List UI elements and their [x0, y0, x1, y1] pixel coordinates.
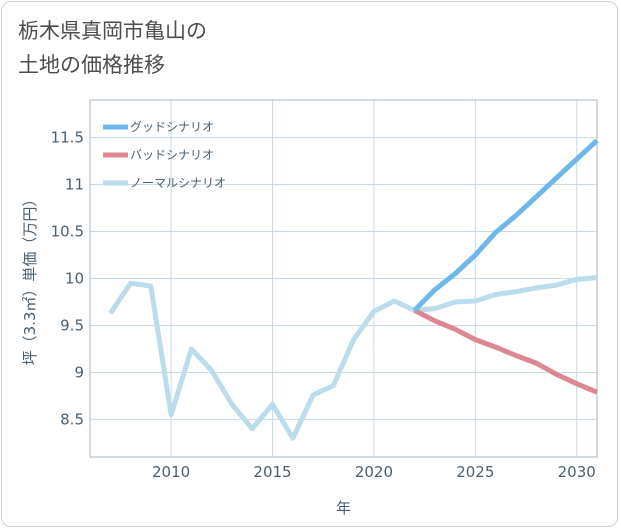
series-line-2	[108, 275, 598, 441]
legend-label: バッドシナリオ	[130, 148, 214, 162]
legend-label: ノーマルシナリオ	[130, 176, 226, 190]
y-tick-label: 9.5	[60, 316, 84, 334]
y-tick-label: 10	[65, 270, 84, 288]
x-tick-label: 2020	[355, 463, 393, 481]
legend-label: グッドシナリオ	[130, 120, 214, 134]
series-layer	[108, 138, 599, 441]
series-line-0	[412, 138, 599, 313]
x-tick-label: 2025	[456, 463, 494, 481]
y-tick-label: 10.5	[51, 223, 84, 241]
chart-title: 栃木県真岡市亀山の 土地の価格推移	[18, 19, 207, 77]
x-tick-label: 2010	[152, 463, 190, 481]
y-tick-label: 11	[65, 176, 84, 194]
y-tick-label: 9	[74, 363, 84, 381]
series-line-1	[413, 308, 598, 395]
x-tick-label: 2030	[558, 463, 596, 481]
tick-labels: 2010 2015 2020 2025 2030 8.5 9 9.5 10 10.5 11 11.5	[51, 129, 596, 481]
y-tick-label: 11.5	[51, 129, 84, 147]
x-tick-label: 2015	[253, 463, 291, 481]
y-tick-label: 8.5	[60, 410, 84, 428]
y-axis-label: 坪（3.3㎡）単価（万円）	[21, 192, 39, 366]
grid	[90, 100, 597, 457]
x-axis-label: 年	[336, 499, 351, 517]
